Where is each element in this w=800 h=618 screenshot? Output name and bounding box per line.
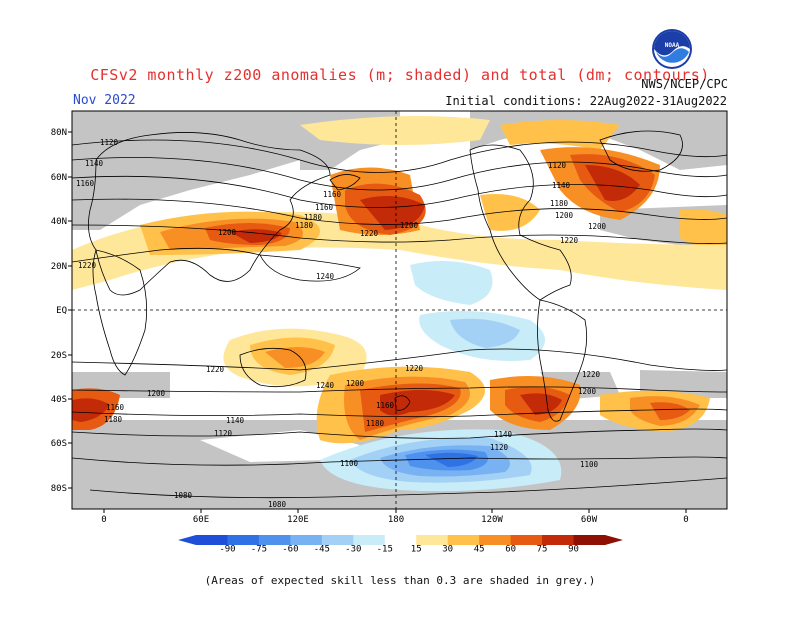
- colorbar-tick-label: -75: [251, 545, 267, 555]
- contour-label: 1200: [400, 221, 419, 230]
- lat-label: 60S: [51, 439, 67, 449]
- lat-axis: 80N 60N 40N 20N EQ 20S 40S 60S 80S: [51, 128, 67, 494]
- skill-footnote: (Areas of expected skill less than 0.3 a…: [204, 574, 596, 587]
- colorbar-tick-label: -15: [377, 545, 393, 555]
- contour-label: 1120: [214, 429, 233, 438]
- contour-label: 1220: [78, 261, 97, 270]
- lat-label: 60N: [51, 173, 67, 183]
- forecast-month: Nov 2022: [73, 93, 136, 108]
- contour-label: 1100: [340, 459, 359, 468]
- contour-label: 1140: [552, 181, 571, 190]
- contour-label: 1240: [316, 272, 335, 281]
- lon-label: 0: [683, 515, 688, 525]
- lon-label: 0: [101, 515, 106, 525]
- colorbar-tick-label: 15: [411, 545, 422, 555]
- contour-label: 1120: [100, 138, 119, 147]
- contour-label: 1140: [494, 430, 513, 439]
- colorbar-swatch: [542, 535, 575, 545]
- contour-label: 1120: [548, 161, 567, 170]
- noaa-logo-text: NOAA: [665, 42, 680, 49]
- negative-anomalies: [320, 261, 562, 492]
- lon-axis: 0 60E 120E 180 120W 60W 0: [101, 515, 688, 525]
- colorbar-min-arrow: [178, 535, 196, 545]
- colorbar-tick-label: 90: [568, 545, 579, 555]
- contour-label: 1240: [316, 381, 335, 390]
- lat-label: 20N: [51, 262, 67, 272]
- contour-label: 1140: [85, 159, 104, 168]
- colorbar-swatch: [573, 535, 606, 545]
- contour-label: 1200: [578, 387, 597, 396]
- colorbar-tick-label: 30: [442, 545, 453, 555]
- contour-label: 1220: [360, 229, 379, 238]
- positive-anomalies: [72, 116, 727, 444]
- contour-label: 1220: [582, 370, 601, 379]
- contour-label: 1200: [588, 222, 607, 231]
- contour-label: 1220: [405, 364, 424, 373]
- contour-label: 1180: [295, 221, 314, 230]
- contour-label: 1140: [226, 416, 245, 425]
- contour-label: 1160: [323, 190, 342, 199]
- contour-label: 1200: [147, 389, 166, 398]
- lon-label: 60E: [193, 515, 209, 525]
- colorbar-ticks: -90 -75 -60 -45 -30 -15 15 30 45 60 75 90: [219, 545, 579, 555]
- lat-label: 80S: [51, 484, 67, 494]
- colorbar-swatch: [196, 535, 228, 545]
- contour-label: 1080: [174, 491, 193, 500]
- contour-label: 1220: [206, 365, 225, 374]
- colorbar-swatch: [447, 535, 480, 545]
- contour-label: 1120: [490, 443, 509, 452]
- contour-label: 1080: [268, 500, 287, 509]
- lat-label: EQ: [56, 306, 67, 316]
- contour-label: 1220: [560, 236, 579, 245]
- colorbar-max-arrow: [605, 535, 623, 545]
- map-title: CFSv2 monthly z200 anomalies (m; shaded)…: [90, 66, 710, 84]
- colorbar-swatches: [178, 535, 623, 545]
- contour-label: 1160: [376, 401, 395, 410]
- contour-label: 1160: [106, 403, 125, 412]
- contour-label: 1200: [555, 211, 574, 220]
- continent-outlines: [88, 130, 683, 422]
- contour-label: 1180: [550, 199, 569, 208]
- colorbar-swatch: [258, 535, 291, 545]
- lat-label: 20S: [51, 351, 67, 361]
- lon-label: 180: [388, 515, 404, 525]
- colorbar-tick-label: -30: [345, 545, 361, 555]
- contour-label-group: 1120 1140 1160 1160 1180 1200 1220 1240 …: [76, 138, 607, 509]
- contour-label: 1200: [218, 228, 237, 237]
- lat-label: 40N: [51, 217, 67, 227]
- contour-label: 1200: [346, 379, 365, 388]
- lat-label: 40S: [51, 395, 67, 405]
- contour-label: 1160: [76, 179, 95, 188]
- colorbar-tick-label: 45: [474, 545, 485, 555]
- contour-label: 1180: [104, 415, 123, 424]
- colorbar-tick-label: -45: [314, 545, 330, 555]
- colorbar-tick-label: 75: [537, 545, 548, 555]
- contour-label: 1100: [580, 460, 599, 469]
- colorbar-swatch: [416, 535, 449, 545]
- colorbar-swatch: [290, 535, 323, 545]
- contour-label: 1180: [304, 213, 323, 222]
- colorbar-swatch: [510, 535, 543, 545]
- colorbar-tick-label: -60: [282, 545, 298, 555]
- height-contours: [72, 139, 727, 499]
- agency-label: NWS/NCEP/CPC: [641, 77, 728, 91]
- initial-conditions: Initial conditions: 22Aug2022-31Aug2022: [445, 94, 727, 108]
- colorbar-swatch: [353, 535, 386, 545]
- noaa-logo: NOAA: [652, 29, 692, 69]
- contour-label: 1160: [315, 203, 334, 212]
- colorbar-tick-label: 60: [505, 545, 516, 555]
- lat-label: 80N: [51, 128, 67, 138]
- colorbar-tick-label: -90: [219, 545, 235, 555]
- colorbar-swatch: [321, 535, 354, 545]
- lon-label: 120W: [481, 515, 503, 525]
- lon-label: 120E: [287, 515, 309, 525]
- lon-label: 60W: [581, 515, 598, 525]
- colorbar-swatch: [384, 535, 417, 545]
- contour-label: 1180: [366, 419, 385, 428]
- colorbar-swatch: [479, 535, 512, 545]
- colorbar-swatch: [227, 535, 260, 545]
